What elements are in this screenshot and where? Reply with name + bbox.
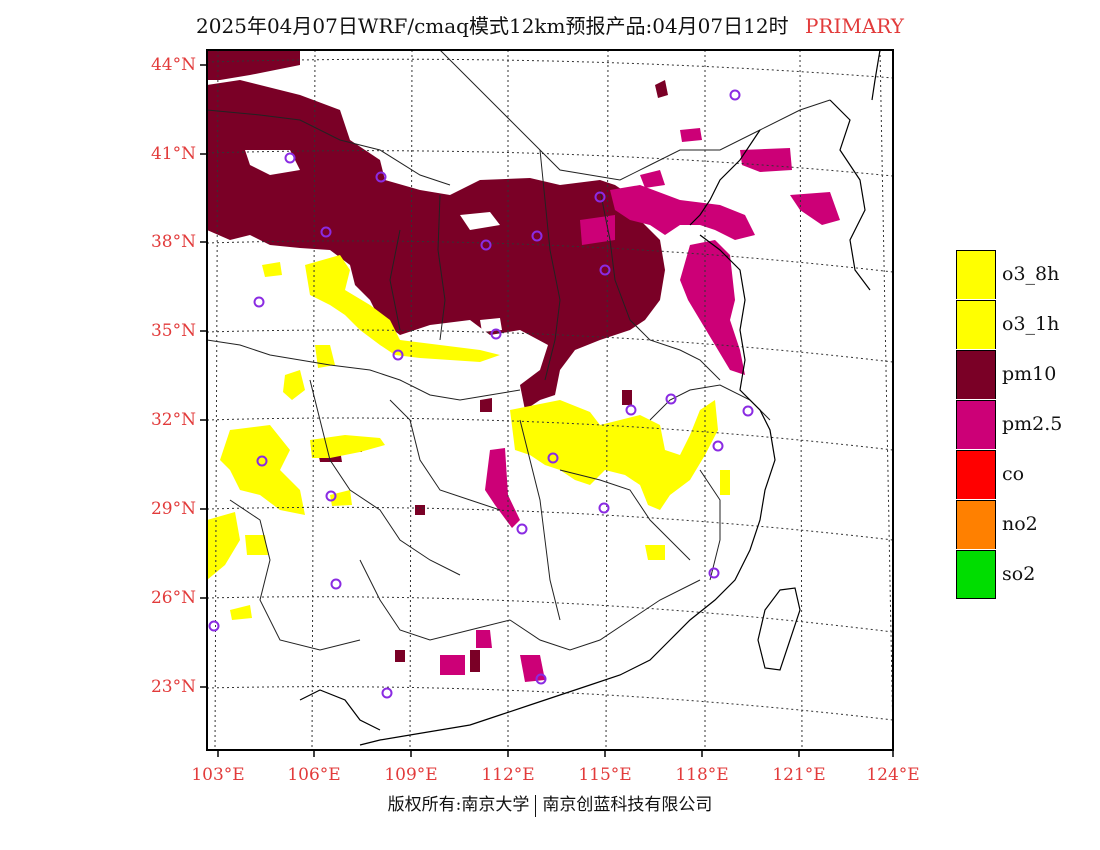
pollutant-legend: o3_8h o3_1h pm10 pm2.5 co no2 so2	[956, 249, 1062, 599]
title-text: 2025年04月07日WRF/cmaq模式12km预报产品:04月07日12时	[196, 14, 789, 38]
pm10-region	[207, 50, 668, 672]
lon-label: 124°E	[866, 765, 920, 785]
lat-label: 35°N	[150, 321, 196, 341]
o3-region	[207, 255, 730, 620]
lat-label: 41°N	[150, 144, 196, 164]
legend-label: so2	[1002, 563, 1036, 585]
title-tag: PRIMARY	[804, 14, 904, 38]
legend-label: pm2.5	[1002, 413, 1063, 435]
lon-label: 106°E	[287, 765, 341, 785]
legend-item-o3-1h: o3_1h	[956, 299, 1062, 349]
legend-swatch	[956, 349, 996, 399]
legend-label: co	[1002, 463, 1025, 485]
lon-label: 109°E	[384, 765, 438, 785]
tick-marks	[200, 64, 894, 757]
footer-left: 版权所有:南京大学	[387, 795, 530, 815]
lat-label: 32°N	[150, 410, 196, 430]
lat-label: 38°N	[150, 232, 196, 252]
lon-label: 112°E	[481, 765, 535, 785]
legend-item-co: co	[956, 449, 1062, 499]
lat-label: 44°N	[150, 55, 196, 75]
legend-swatch	[956, 399, 996, 449]
station-markers	[208, 89, 754, 699]
graticule	[207, 50, 893, 750]
legend-label: o3_8h	[1002, 263, 1060, 285]
lon-label: 115°E	[578, 765, 632, 785]
legend-item-pm10: pm10	[956, 349, 1062, 399]
legend-item-o3-8h: o3_8h	[956, 249, 1062, 299]
legend-item-so2: so2	[956, 549, 1062, 599]
lon-label: 121°E	[772, 765, 826, 785]
legend-swatch	[956, 549, 996, 599]
legend-item-pm25: pm2.5	[956, 399, 1062, 449]
coastline	[299, 50, 881, 746]
pm25-region	[440, 128, 840, 682]
legend-label: no2	[1002, 513, 1038, 535]
lat-label: 26°N	[150, 588, 196, 608]
province-boundaries	[207, 50, 831, 651]
legend-swatch	[956, 299, 996, 349]
legend-swatch	[956, 499, 996, 549]
lat-label: 29°N	[150, 499, 196, 519]
lon-label: 118°E	[675, 765, 729, 785]
footer-right: 南京创蓝科技有限公司	[542, 795, 713, 815]
legend-item-no2: no2	[956, 499, 1062, 549]
map-frame	[206, 49, 894, 751]
chart-title: 2025年04月07日WRF/cmaq模式12km预报产品:04月07日12时 …	[0, 10, 1100, 39]
legend-swatch	[956, 249, 996, 299]
lat-label: 23°N	[150, 677, 196, 697]
footer-divider	[535, 794, 537, 817]
legend-label: pm10	[1002, 363, 1057, 385]
copyright-footer: 版权所有:南京大学 南京创蓝科技有限公司	[0, 790, 1100, 817]
lon-label: 103°E	[191, 765, 245, 785]
legend-swatch	[956, 449, 996, 499]
legend-label: o3_1h	[1002, 313, 1060, 335]
